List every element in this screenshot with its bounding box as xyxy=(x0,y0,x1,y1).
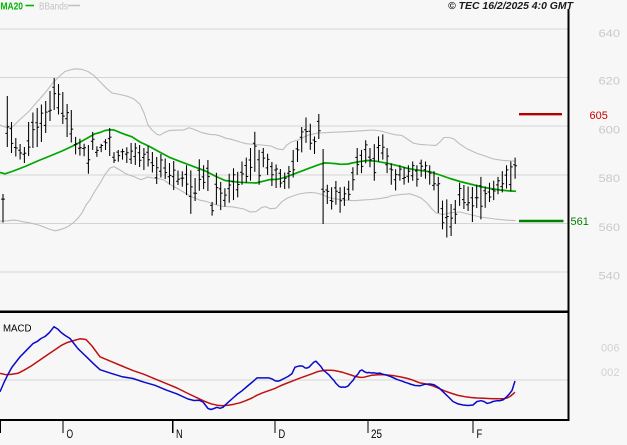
svg-text:600: 600 xyxy=(599,125,621,137)
svg-text:F: F xyxy=(477,427,483,440)
svg-text:561: 561 xyxy=(571,216,589,228)
svg-text:640: 640 xyxy=(599,28,621,40)
svg-text:D: D xyxy=(279,427,286,440)
svg-text:MA20: MA20 xyxy=(1,2,24,13)
svg-text:O: O xyxy=(67,427,74,440)
svg-text:002: 002 xyxy=(601,367,620,379)
svg-text:MACD: MACD xyxy=(3,324,32,335)
svg-text:580: 580 xyxy=(599,173,621,185)
svg-text:540: 540 xyxy=(599,271,621,283)
svg-text:© TEC 16/2/2025 4:0 GMT: © TEC 16/2/2025 4:0 GMT xyxy=(448,0,575,12)
svg-text:620: 620 xyxy=(599,76,621,88)
svg-text:25: 25 xyxy=(371,427,382,440)
svg-text:605: 605 xyxy=(590,110,608,122)
svg-text:BBands: BBands xyxy=(39,2,68,13)
svg-text:560: 560 xyxy=(599,222,621,234)
svg-text:006: 006 xyxy=(601,343,620,355)
svg-text:N: N xyxy=(176,427,183,440)
